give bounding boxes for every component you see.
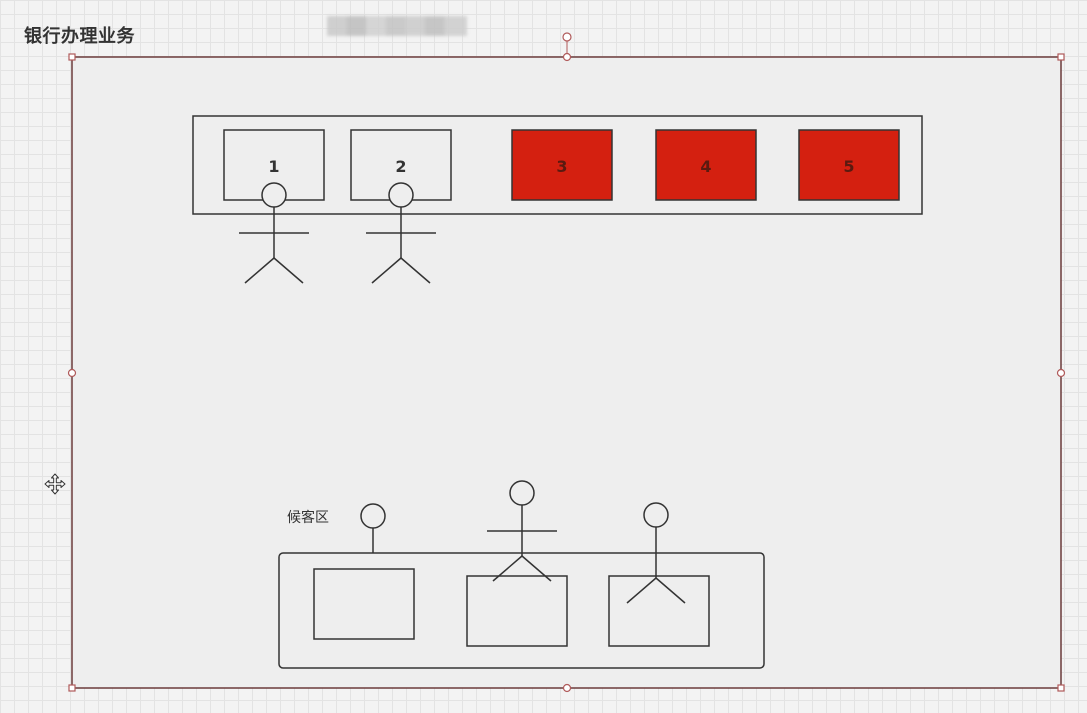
person-leg-right (400, 257, 431, 284)
counter-window-5-label: 5 (843, 157, 854, 176)
counter-window-3-label: 3 (556, 157, 567, 176)
counter-window-3-box[interactable] (511, 129, 613, 201)
page-title: 银行办理业务 (24, 26, 135, 47)
rotate-handle-icon[interactable] (562, 32, 572, 42)
resize-handle-top-right[interactable] (1057, 53, 1065, 61)
person-leg-left (626, 577, 657, 604)
resize-handle-top-left[interactable] (68, 53, 76, 61)
counter-window-5[interactable]: 5 (798, 129, 900, 201)
resize-handle-top[interactable] (562, 52, 572, 62)
counter-window-5-box[interactable] (798, 129, 900, 201)
person-icon-counter-1[interactable] (239, 182, 309, 284)
waiting-seat-2[interactable] (466, 575, 568, 647)
waiting-area-label: 候客区 (287, 509, 329, 526)
counter-window-4[interactable]: 4 (655, 129, 757, 201)
resize-handle-right[interactable] (1056, 368, 1066, 378)
person-icon-waiting-2[interactable] (487, 480, 557, 582)
person-head (360, 503, 386, 529)
blurred-tag (327, 16, 467, 36)
person-leg-left (371, 257, 402, 284)
person-icon-waiting-1[interactable] (360, 503, 386, 553)
counter-window-2-label: 2 (395, 157, 406, 176)
person-head (388, 182, 414, 208)
person-head (509, 480, 535, 506)
person-leg-left (492, 555, 523, 582)
person-icon-counter-2[interactable] (366, 182, 436, 284)
person-leg-right (655, 577, 686, 604)
waiting-seat-3[interactable] (608, 575, 710, 647)
waiting-seat-1[interactable] (313, 568, 415, 640)
person-head (643, 502, 669, 528)
resize-handle-bottom-right[interactable] (1057, 684, 1065, 692)
counter-window-4-label: 4 (700, 157, 711, 176)
person-icon-waiting-3[interactable] (626, 502, 686, 604)
resize-handle-left[interactable] (67, 368, 77, 378)
counter-window-3[interactable]: 3 (511, 129, 613, 201)
resize-handle-bottom[interactable] (562, 683, 572, 693)
move-arrows-icon[interactable] (44, 473, 66, 495)
person-leg-right (273, 257, 304, 284)
counter-window-1-label: 1 (268, 157, 279, 176)
counter-window-4-box[interactable] (655, 129, 757, 201)
person-leg-right (521, 555, 552, 582)
person-leg-left (244, 257, 275, 284)
resize-handle-bottom-left[interactable] (68, 684, 76, 692)
person-head (261, 182, 287, 208)
counter-bar[interactable] (192, 115, 923, 215)
